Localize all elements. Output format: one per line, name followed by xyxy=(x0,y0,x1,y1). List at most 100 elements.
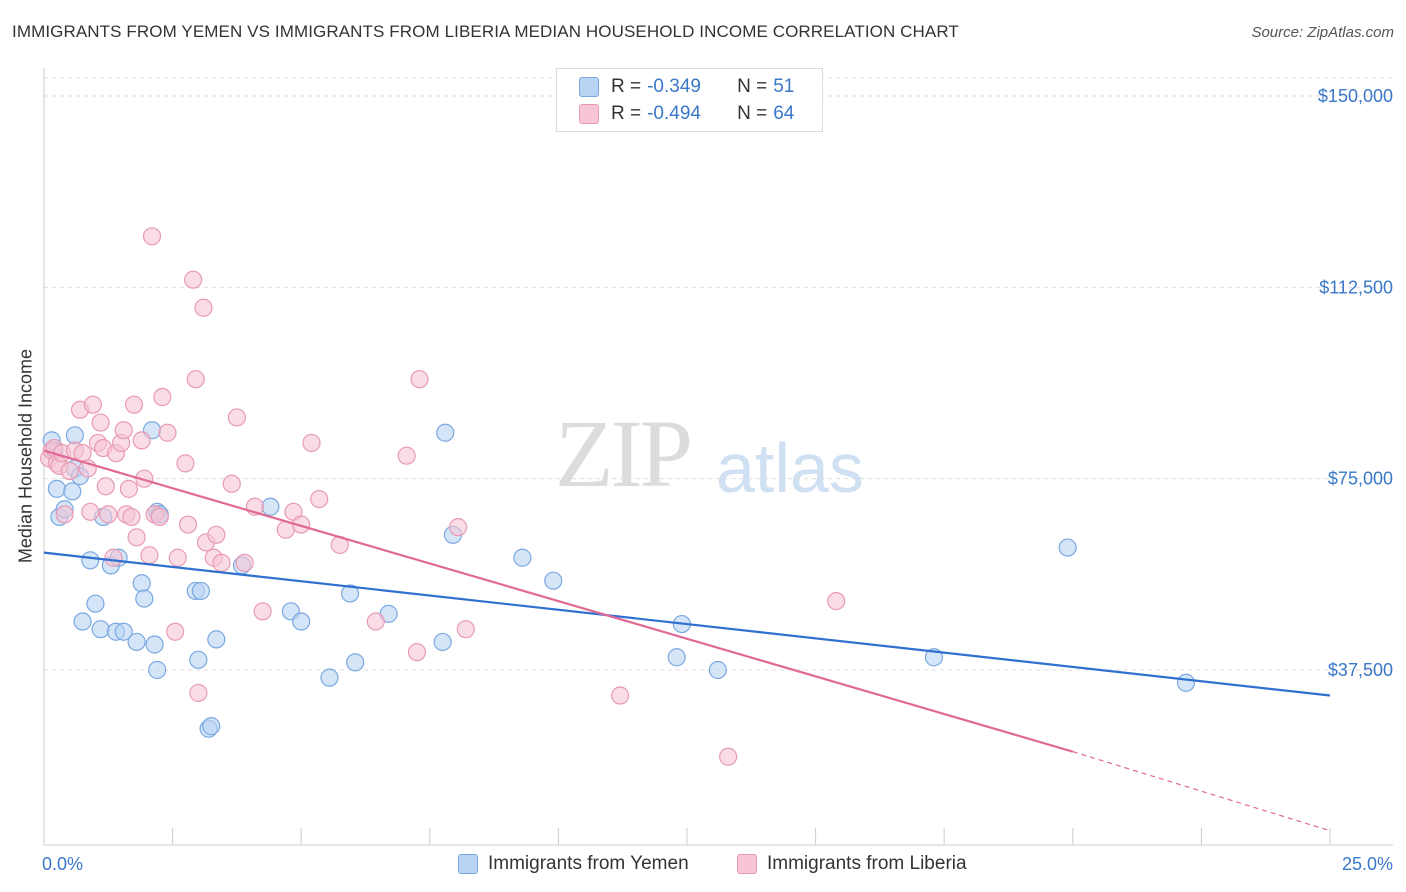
legend-r-label: R = xyxy=(611,103,642,124)
point-liberia xyxy=(302,433,321,453)
bottom-legend-yemen: Immigrants from Yemen xyxy=(458,852,689,876)
point-yemen xyxy=(346,653,365,672)
point-yemen xyxy=(65,426,84,445)
legend-r-value-liberia: -0.494 xyxy=(647,103,701,124)
tick-labels: $37,500 $75,000 $112,500 $150,000 0.0% 25.0% xyxy=(42,86,1393,874)
legend-swatch-liberia xyxy=(579,104,599,124)
point-liberia xyxy=(719,747,738,766)
point-liberia xyxy=(122,507,141,527)
legend-row-yemen: R = -0.349 N = 51 xyxy=(579,74,794,100)
point-liberia xyxy=(104,548,123,567)
legend-label-liberia: Immigrants from Liberia xyxy=(767,853,967,874)
point-liberia xyxy=(407,643,427,662)
data-points xyxy=(40,227,1196,766)
point-liberia xyxy=(222,474,241,493)
point-liberia xyxy=(91,413,110,432)
point-yemen xyxy=(145,635,164,654)
gridlines xyxy=(44,77,1395,671)
legend-swatch-liberia xyxy=(737,854,757,874)
legend-r-label: R = xyxy=(611,76,642,97)
point-liberia xyxy=(119,479,138,498)
point-yemen xyxy=(1058,538,1077,557)
point-liberia xyxy=(456,620,475,639)
point-liberia xyxy=(827,592,846,611)
point-yemen xyxy=(207,630,226,649)
point-liberia xyxy=(176,454,195,473)
point-liberia xyxy=(366,612,385,631)
point-yemen xyxy=(202,717,221,736)
point-liberia xyxy=(184,270,203,289)
legend-label-yemen: Immigrants from Yemen xyxy=(488,853,689,874)
point-liberia xyxy=(99,505,118,524)
trend-lines xyxy=(43,449,1331,832)
legend-n-label: N = xyxy=(737,103,768,124)
point-yemen xyxy=(436,423,455,442)
point-liberia xyxy=(292,515,311,534)
point-liberia xyxy=(132,431,151,450)
watermark-atlas: atlas xyxy=(716,429,864,507)
point-liberia xyxy=(142,227,162,246)
point-liberia xyxy=(253,602,272,621)
point-liberia xyxy=(150,507,169,527)
y-tick-label: $37,500 xyxy=(1328,660,1393,680)
point-yemen xyxy=(114,622,133,641)
point-liberia xyxy=(83,395,102,414)
y-tick-label: $150,000 xyxy=(1318,86,1393,106)
point-yemen xyxy=(81,551,100,570)
point-yemen xyxy=(544,571,563,590)
point-liberia xyxy=(207,525,226,544)
legend-swatch-yemen xyxy=(458,854,478,874)
axes xyxy=(43,68,1393,846)
point-liberia xyxy=(227,408,246,427)
point-liberia xyxy=(158,423,177,442)
point-yemen xyxy=(148,660,167,680)
y-tick-label: $112,500 xyxy=(1319,277,1393,297)
point-yemen xyxy=(91,620,110,639)
point-yemen xyxy=(191,581,210,601)
x-tick-label: 0.0% xyxy=(42,854,83,874)
point-liberia xyxy=(212,553,231,572)
point-yemen xyxy=(292,612,311,631)
point-liberia xyxy=(168,548,187,567)
point-liberia xyxy=(166,622,185,641)
point-liberia xyxy=(397,446,416,465)
point-yemen xyxy=(433,632,452,652)
point-yemen xyxy=(513,548,532,567)
point-liberia xyxy=(194,298,213,317)
trend-line-liberia xyxy=(43,449,1074,753)
point-liberia xyxy=(127,528,146,547)
point-liberia xyxy=(153,387,172,407)
point-liberia xyxy=(310,489,329,509)
point-liberia xyxy=(448,518,468,537)
point-liberia xyxy=(178,515,198,534)
point-yemen xyxy=(73,612,92,631)
point-liberia xyxy=(611,686,630,705)
bottom-legend-liberia: Immigrants from Liberia xyxy=(737,852,967,876)
point-liberia xyxy=(114,421,133,440)
point-liberia xyxy=(60,461,79,481)
trend-line-yemen xyxy=(43,551,1331,697)
point-liberia xyxy=(135,469,154,488)
point-yemen xyxy=(1176,673,1196,692)
point-yemen xyxy=(667,648,686,667)
watermark-zip: ZIP xyxy=(555,400,693,507)
point-liberia xyxy=(55,505,74,524)
point-liberia xyxy=(410,370,429,389)
point-liberia xyxy=(235,553,254,572)
source-label: Source: ZipAtlas.com xyxy=(1251,24,1394,41)
chart-title: IMMIGRANTS FROM YEMEN VS IMMIGRANTS FROM… xyxy=(12,22,959,41)
point-yemen xyxy=(135,589,154,608)
point-yemen xyxy=(63,482,82,501)
correlation-legend: R = -0.349 N = 51 R = -0.494 N = 64 xyxy=(556,68,823,132)
legend-n-label: N = xyxy=(737,76,768,97)
point-liberia xyxy=(189,683,208,703)
point-yemen xyxy=(86,594,105,613)
point-yemen xyxy=(320,668,339,687)
legend-swatch-yemen xyxy=(579,77,599,97)
point-liberia xyxy=(81,502,100,521)
point-liberia xyxy=(140,546,159,565)
point-liberia xyxy=(124,395,144,414)
x-tick-label: 25.0% xyxy=(1342,854,1393,874)
legend-n-value-liberia: 64 xyxy=(773,103,795,124)
